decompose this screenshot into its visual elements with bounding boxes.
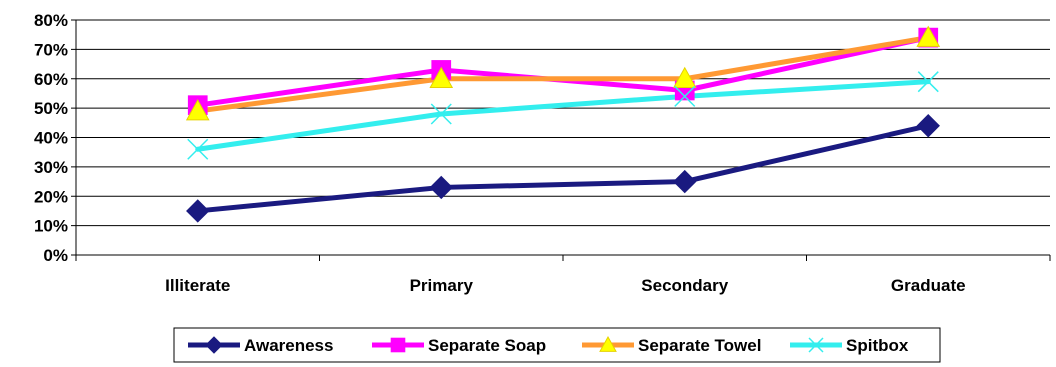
gridlines [76, 19, 1050, 227]
data-point-diamond [673, 169, 697, 194]
x-tick-label: Primary [410, 276, 474, 295]
legend-item-separate-towel: Separate Towel [582, 335, 761, 355]
y-tick-label: 30% [34, 158, 68, 177]
y-tick-label: 50% [34, 99, 68, 118]
data-point-diamond [916, 114, 940, 138]
data-point-diamond [429, 175, 453, 200]
axes: 0% 10% 20% 30% 40% 50% 60% 70% 80% Illiterate Prim… [34, 11, 1051, 295]
series-line-spitbox [195, 79, 931, 152]
x-tick-label: Secondary [641, 276, 728, 295]
y-tick-label: 80% [34, 11, 68, 30]
y-tick-label: 40% [34, 129, 68, 148]
y-tick-label: 10% [34, 217, 68, 236]
legend-item-awareness: Awareness [188, 336, 333, 355]
legend-label: Awareness [244, 336, 333, 355]
data-point-x [430, 103, 452, 125]
data-point-x [187, 138, 209, 160]
data-point-triangle [672, 66, 697, 89]
data-point-x [917, 71, 939, 93]
data-point-x [674, 85, 696, 107]
data-point-triangle [916, 25, 941, 47]
legend-label: Separate Soap [428, 336, 546, 355]
y-tick-label: 70% [34, 40, 68, 59]
data-point-square [390, 337, 406, 353]
y-tick-label: 20% [34, 187, 68, 206]
series-line-awareness [195, 123, 931, 214]
y-tick-label: 0% [43, 246, 68, 265]
legend-item-separate-soap: Separate Soap [372, 336, 546, 355]
data-point-x [808, 337, 824, 353]
y-tick-label: 60% [34, 70, 68, 89]
x-tick-label: Illiterate [165, 276, 230, 295]
x-tick-label: Graduate [891, 276, 966, 295]
legend-item-spitbox: Spitbox [790, 336, 909, 355]
legend: Awareness Separate Soap Separate Towel Spit… [173, 327, 941, 363]
series-lines [195, 35, 931, 214]
data-point-triangle [429, 66, 454, 89]
data-point-diamond [186, 199, 210, 223]
data-point-triangle [599, 335, 617, 352]
data-point-triangle [185, 99, 210, 121]
legend-label: Separate Towel [638, 336, 761, 355]
series-markers [185, 25, 941, 223]
legend-label: Spitbox [846, 336, 909, 355]
data-point-diamond [205, 336, 223, 354]
series-line-separate-towel [195, 35, 931, 114]
